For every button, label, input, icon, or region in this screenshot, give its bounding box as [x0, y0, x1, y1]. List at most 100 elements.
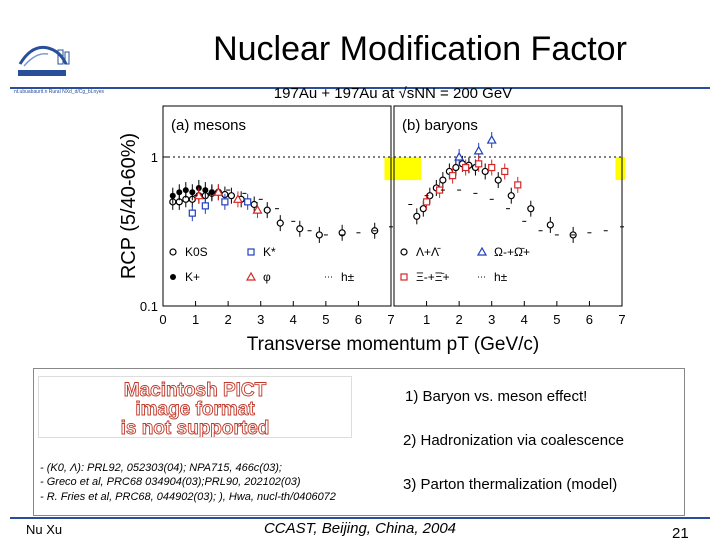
y-tick-label: 1: [151, 150, 158, 165]
data-point: [296, 225, 304, 233]
legend-label: K+: [185, 270, 200, 284]
header-divider: [10, 87, 710, 89]
footer-divider: [10, 517, 710, 519]
legend-label: Λ+Λ̄: [416, 245, 441, 259]
legend-label: K*: [263, 245, 276, 259]
data-point: [201, 202, 209, 210]
data-point: [473, 145, 484, 155]
legend-label: φ: [263, 270, 271, 284]
data-point: [252, 204, 263, 214]
data-point: [507, 192, 515, 200]
data-point: [546, 221, 554, 229]
data-point: [232, 194, 243, 203]
data-point: [250, 200, 258, 209]
data-point: [488, 163, 496, 172]
data-point: [454, 151, 465, 161]
legend-marker: [247, 248, 255, 256]
data-point: [315, 231, 323, 239]
conference-name: CCAST, Beijing, China, 2004: [263, 520, 457, 537]
x-tick-label: 1: [192, 312, 199, 327]
x-tick-label: 5: [553, 312, 560, 327]
data-point: [439, 176, 447, 184]
x-tick-label: 1: [423, 312, 430, 327]
y-axis-label: RCP (5/40-60%): [118, 133, 140, 279]
reference-1: - (K0, Λ): PRL92, 052303(04); NPA715, 46…: [40, 462, 282, 474]
highlight-band: [615, 157, 625, 181]
x-tick-label: 3: [488, 312, 495, 327]
x-tick-label: 4: [290, 312, 297, 327]
x-tick-label: 6: [586, 312, 593, 327]
highlight-band: [384, 157, 421, 181]
data-point: [213, 187, 224, 196]
reference-3: - R. Fries et al, PRC68, 044902(03); ), …: [40, 491, 336, 503]
data-point: [481, 167, 489, 176]
chart-title: 197Au + 197Au at √sNN = 200 GeV: [274, 85, 512, 102]
data-point: [475, 160, 483, 168]
data-point: [338, 229, 346, 237]
data-point: [413, 212, 421, 220]
x-tick-label: 0: [159, 312, 166, 327]
y-tick-label: 0.1: [140, 299, 158, 314]
data-point: [462, 163, 470, 172]
data-point: [176, 189, 183, 196]
data-point: [244, 198, 252, 206]
x-tick-label: 4: [521, 312, 528, 327]
legend-label: Ω-+Ω̄+: [494, 245, 530, 259]
data-point: [169, 192, 176, 199]
data-point: [188, 209, 196, 217]
panel-label: (b) baryons: [402, 117, 478, 134]
panel-frame: [162, 105, 392, 307]
data-point: [189, 189, 196, 196]
data-point: [276, 219, 284, 227]
slide-title: Nuclear Modification Factor: [213, 30, 627, 68]
x-tick-label: 2: [225, 312, 232, 327]
data-point: [514, 181, 522, 189]
legend-label: Ξ-+Ξ̄+: [416, 270, 450, 284]
data-point: [486, 134, 497, 144]
legend-marker: [400, 248, 408, 256]
legend-marker: [170, 274, 176, 280]
data-point: [501, 167, 509, 176]
panel-label: (a) mesons: [171, 117, 246, 134]
legend-label: K0S: [185, 245, 208, 259]
data-point: [202, 187, 209, 194]
reference-2: - Greco et al, PRC68 034904(03);PRL90, 2…: [40, 476, 301, 488]
legend-label: h±: [341, 270, 355, 284]
pict-line-3: is not supported: [121, 418, 270, 438]
rcp-chart: 197Au + 197Au at √sNN = 200 GeV (a) meson…: [118, 85, 625, 355]
data-point: [208, 189, 215, 196]
data-point: [221, 198, 229, 206]
data-point: [494, 176, 502, 184]
legend-marker: [245, 271, 257, 281]
bullet-point-1: 1) Baryon vs. meson effect!: [405, 388, 588, 405]
logo-caption: nt.ubuabaurit.n Rural NXd_d/Cg_bLnyes: [14, 89, 105, 95]
bullet-point-3: 3) Parton thermalization (model): [403, 476, 618, 493]
data-point: [449, 172, 457, 180]
x-tick-label: 5: [322, 312, 329, 327]
x-tick-label: 7: [387, 312, 394, 327]
page-number: 21: [672, 525, 689, 542]
institution-logo-icon: [18, 45, 70, 76]
data-point: [227, 192, 236, 200]
x-axis-label: Transverse momentum pT (GeV/c): [247, 334, 539, 355]
x-tick-label: 3: [257, 312, 264, 327]
data-point: [452, 163, 460, 172]
pict-placeholder-image: Macintosh PICT image format is not suppo…: [38, 376, 352, 438]
data-point: [182, 187, 189, 194]
data-point: [263, 206, 271, 214]
legend-marker: [169, 248, 177, 256]
pict-line-2: image format: [135, 399, 255, 420]
author-name: Nu Xu: [26, 522, 63, 537]
data-point: [419, 205, 427, 213]
data-point: [527, 205, 535, 213]
panel-frame: [393, 105, 623, 307]
x-tick-label: 7: [618, 312, 625, 327]
x-tick-label: 2: [456, 312, 463, 327]
bullet-point-2: 2) Hadronization via coalescence: [403, 432, 624, 449]
data-point: [422, 198, 431, 206]
legend-label: h±: [494, 270, 508, 284]
pict-line-1: Macintosh PICT: [124, 380, 267, 401]
x-tick-label: 6: [355, 312, 362, 327]
legend-marker: [476, 246, 488, 256]
legend-marker: [400, 273, 408, 281]
